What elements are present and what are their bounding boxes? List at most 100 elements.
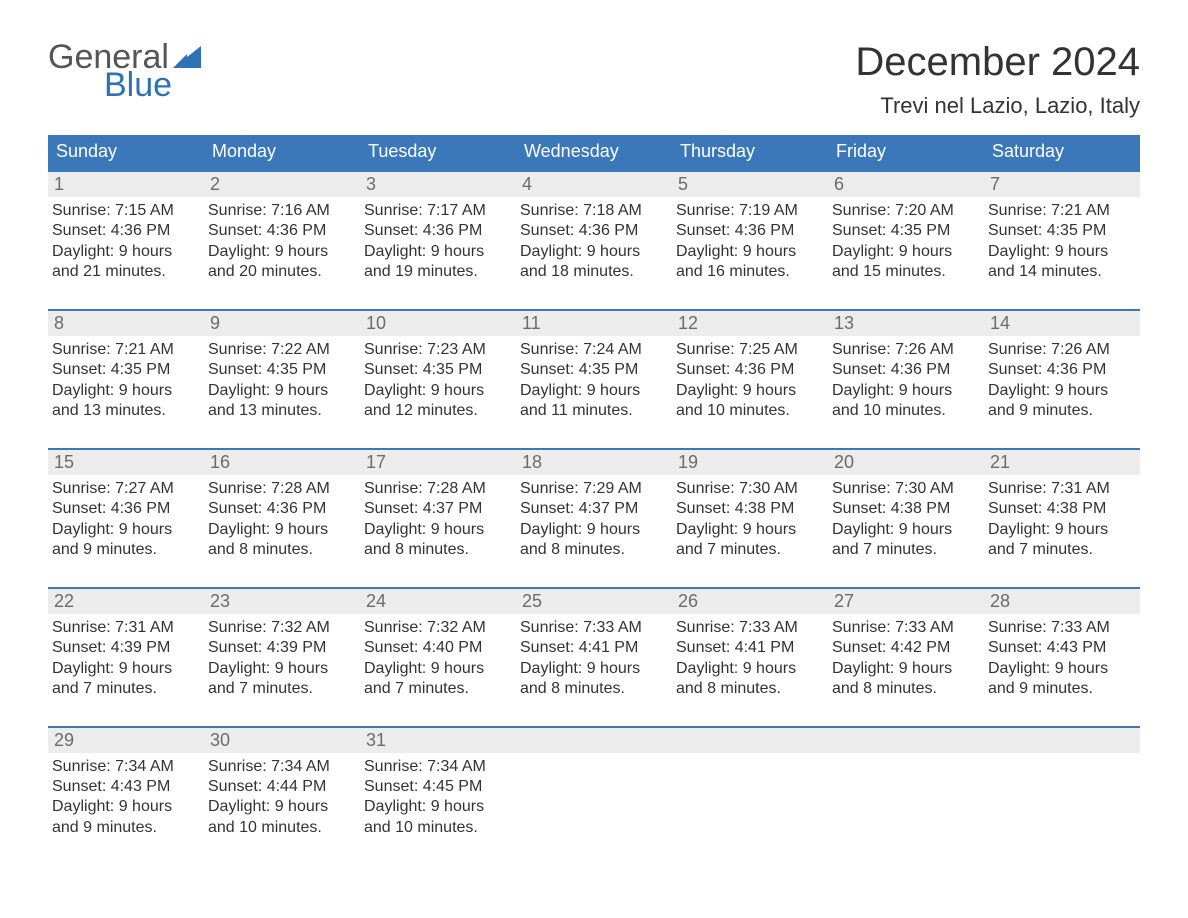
day-number-row: 8	[48, 311, 204, 336]
sunrise-text: Sunrise: 7:34 AM	[208, 757, 354, 777]
calendar-day: 13Sunrise: 7:26 AMSunset: 4:36 PMDayligh…	[828, 311, 984, 426]
sunrise-text: Sunrise: 7:33 AM	[988, 618, 1134, 638]
sunset-text: Sunset: 4:39 PM	[208, 638, 354, 658]
day-number-row: 15	[48, 450, 204, 475]
calendar-day: 16Sunrise: 7:28 AMSunset: 4:36 PMDayligh…	[204, 450, 360, 565]
daylight-text: Daylight: 9 hours	[364, 659, 510, 679]
daylight-text: and 8 minutes.	[676, 679, 822, 699]
day-body: Sunrise: 7:19 AMSunset: 4:36 PMDaylight:…	[672, 197, 828, 287]
daylight-text: Daylight: 9 hours	[676, 242, 822, 262]
day-number-row: 25	[516, 589, 672, 614]
day-number-row: 24	[360, 589, 516, 614]
sunrise-text: Sunrise: 7:28 AM	[364, 479, 510, 499]
sunrise-text: Sunrise: 7:31 AM	[52, 618, 198, 638]
day-number-row: 7	[984, 172, 1140, 197]
calendar-day: .	[984, 728, 1140, 843]
daylight-text: Daylight: 9 hours	[832, 242, 978, 262]
daylight-text: Daylight: 9 hours	[208, 797, 354, 817]
daylight-text: and 7 minutes.	[988, 540, 1134, 560]
daylight-text: and 8 minutes.	[208, 540, 354, 560]
sunrise-text: Sunrise: 7:18 AM	[520, 201, 666, 221]
daylight-text: Daylight: 9 hours	[364, 381, 510, 401]
day-body: Sunrise: 7:21 AMSunset: 4:35 PMDaylight:…	[48, 336, 204, 426]
calendar-day: 18Sunrise: 7:29 AMSunset: 4:37 PMDayligh…	[516, 450, 672, 565]
sunrise-text: Sunrise: 7:23 AM	[364, 340, 510, 360]
day-body: Sunrise: 7:28 AMSunset: 4:37 PMDaylight:…	[360, 475, 516, 565]
calendar-day: 26Sunrise: 7:33 AMSunset: 4:41 PMDayligh…	[672, 589, 828, 704]
header: General Blue December 2024 Trevi nel Laz…	[48, 40, 1140, 129]
daylight-text: and 11 minutes.	[520, 401, 666, 421]
sunset-text: Sunset: 4:35 PM	[520, 360, 666, 380]
day-number-row: 16	[204, 450, 360, 475]
calendar-week: 8Sunrise: 7:21 AMSunset: 4:35 PMDaylight…	[48, 309, 1140, 426]
daylight-text: Daylight: 9 hours	[988, 242, 1134, 262]
calendar-day: 6Sunrise: 7:20 AMSunset: 4:35 PMDaylight…	[828, 172, 984, 287]
day-number: 1	[54, 174, 64, 194]
sunrise-text: Sunrise: 7:33 AM	[520, 618, 666, 638]
weekday-header-row: Sunday Monday Tuesday Wednesday Thursday…	[48, 135, 1140, 170]
day-number: 3	[366, 174, 376, 194]
day-number: 22	[54, 591, 74, 611]
calendar-day: 30Sunrise: 7:34 AMSunset: 4:44 PMDayligh…	[204, 728, 360, 843]
day-number-row: 6	[828, 172, 984, 197]
day-body: Sunrise: 7:34 AMSunset: 4:44 PMDaylight:…	[204, 753, 360, 843]
day-number-row: 2	[204, 172, 360, 197]
day-number-row: 3	[360, 172, 516, 197]
sunrise-text: Sunrise: 7:20 AM	[832, 201, 978, 221]
sunset-text: Sunset: 4:35 PM	[52, 360, 198, 380]
day-body: Sunrise: 7:29 AMSunset: 4:37 PMDaylight:…	[516, 475, 672, 565]
day-number-row: .	[828, 728, 984, 753]
sunset-text: Sunset: 4:41 PM	[676, 638, 822, 658]
calendar-day: 8Sunrise: 7:21 AMSunset: 4:35 PMDaylight…	[48, 311, 204, 426]
calendar-week: 1Sunrise: 7:15 AMSunset: 4:36 PMDaylight…	[48, 170, 1140, 287]
calendar-week: 22Sunrise: 7:31 AMSunset: 4:39 PMDayligh…	[48, 587, 1140, 704]
weekday-header: Saturday	[984, 135, 1140, 170]
day-body: Sunrise: 7:17 AMSunset: 4:36 PMDaylight:…	[360, 197, 516, 287]
daylight-text: Daylight: 9 hours	[988, 520, 1134, 540]
page-title: December 2024	[855, 40, 1140, 85]
daylight-text: Daylight: 9 hours	[208, 659, 354, 679]
daylight-text: Daylight: 9 hours	[52, 381, 198, 401]
sunrise-text: Sunrise: 7:24 AM	[520, 340, 666, 360]
sunrise-text: Sunrise: 7:26 AM	[832, 340, 978, 360]
logo: General Blue	[48, 40, 201, 102]
sunrise-text: Sunrise: 7:21 AM	[52, 340, 198, 360]
calendar-day: 27Sunrise: 7:33 AMSunset: 4:42 PMDayligh…	[828, 589, 984, 704]
daylight-text: Daylight: 9 hours	[208, 520, 354, 540]
calendar-week: 15Sunrise: 7:27 AMSunset: 4:36 PMDayligh…	[48, 448, 1140, 565]
daylight-text: and 15 minutes.	[832, 262, 978, 282]
day-number-row: 28	[984, 589, 1140, 614]
sunrise-text: Sunrise: 7:19 AM	[676, 201, 822, 221]
daylight-text: Daylight: 9 hours	[364, 797, 510, 817]
daylight-text: and 10 minutes.	[832, 401, 978, 421]
sunrise-text: Sunrise: 7:25 AM	[676, 340, 822, 360]
calendar-day: 3 Sunrise: 7:17 AMSunset: 4:36 PMDaylight…	[360, 172, 516, 287]
calendar-day: 10Sunrise: 7:23 AMSunset: 4:35 PMDayligh…	[360, 311, 516, 426]
day-number: 7	[990, 174, 1000, 194]
day-body: Sunrise: 7:33 AMSunset: 4:42 PMDaylight:…	[828, 614, 984, 704]
weeks-container: 1Sunrise: 7:15 AMSunset: 4:36 PMDaylight…	[48, 170, 1140, 842]
day-number-row: 9	[204, 311, 360, 336]
calendar-day: 4Sunrise: 7:18 AMSunset: 4:36 PMDaylight…	[516, 172, 672, 287]
day-body: Sunrise: 7:31 AMSunset: 4:38 PMDaylight:…	[984, 475, 1140, 565]
sunset-text: Sunset: 4:36 PM	[208, 499, 354, 519]
daylight-text: and 13 minutes.	[52, 401, 198, 421]
daylight-text: Daylight: 9 hours	[988, 659, 1134, 679]
day-body: Sunrise: 7:25 AMSunset: 4:36 PMDaylight:…	[672, 336, 828, 426]
day-number: 5	[678, 174, 688, 194]
daylight-text: Daylight: 9 hours	[520, 659, 666, 679]
day-number-row: .	[516, 728, 672, 753]
daylight-text: and 10 minutes.	[364, 818, 510, 838]
sunrise-text: Sunrise: 7:29 AM	[520, 479, 666, 499]
day-number-row: 18	[516, 450, 672, 475]
day-number: 29	[54, 730, 74, 750]
sunset-text: Sunset: 4:36 PM	[520, 221, 666, 241]
location-subtitle: Trevi nel Lazio, Lazio, Italy	[855, 93, 1140, 119]
sunset-text: Sunset: 4:36 PM	[52, 499, 198, 519]
day-number: 15	[54, 452, 74, 472]
day-body: Sunrise: 7:23 AMSunset: 4:35 PMDaylight:…	[360, 336, 516, 426]
day-number-row: 30	[204, 728, 360, 753]
daylight-text: Daylight: 9 hours	[52, 242, 198, 262]
daylight-text: Daylight: 9 hours	[52, 520, 198, 540]
sunrise-text: Sunrise: 7:16 AM	[208, 201, 354, 221]
